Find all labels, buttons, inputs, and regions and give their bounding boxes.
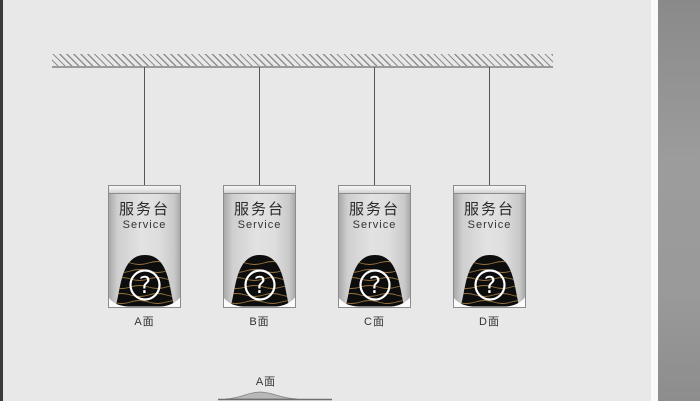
hanging-sign-c: 服务台 Service ? xyxy=(338,185,411,308)
hanging-wire xyxy=(259,67,260,185)
sign-title-cn: 服务台 xyxy=(118,201,170,218)
hanging-sign-a: 服务台 Service ? xyxy=(108,185,181,308)
sign-title-en: Service xyxy=(467,219,512,231)
question-mark-icon: ? xyxy=(138,273,150,299)
sign-panel: 服务台 Service ? xyxy=(108,193,181,308)
left-edge-bar xyxy=(0,0,3,401)
sign-bottom-curl xyxy=(454,297,525,307)
info-mound-graphic: ? xyxy=(115,255,174,307)
sign-title-cn: 服务台 xyxy=(233,201,285,218)
sign-panel: 服务台 Service ? xyxy=(223,193,296,308)
sign-bottom-curl xyxy=(224,297,295,307)
sign-title-cn: 服务台 xyxy=(463,201,515,218)
question-mark-icon: ? xyxy=(368,273,380,299)
question-mark-icon: ? xyxy=(253,273,265,299)
side-label-d: D面 xyxy=(479,316,500,328)
hanging-sign-b: 服务台 Service ? xyxy=(223,185,296,308)
sign-title-en: Service xyxy=(237,219,282,231)
ceiling-line xyxy=(52,66,553,68)
right-gray-bar xyxy=(658,0,700,401)
sign-panel: 服务台 Service ? xyxy=(453,193,526,308)
question-mark-icon: ? xyxy=(483,273,495,299)
side-label-a: A面 xyxy=(134,316,155,328)
bottom-view-profile xyxy=(218,391,332,401)
hanging-wire xyxy=(374,67,375,185)
sign-bottom-curl xyxy=(339,297,410,307)
hanging-wire xyxy=(489,67,490,185)
bottom-view-label: A面 xyxy=(255,376,277,388)
hanging-sign-d: 服务台 Service ? xyxy=(453,185,526,308)
sign-title-cn: 服务台 xyxy=(348,201,400,218)
ceiling-hatching xyxy=(52,54,553,66)
info-mound-graphic: ? xyxy=(345,255,404,307)
info-mound-graphic: ? xyxy=(460,255,519,307)
info-mound-graphic: ? xyxy=(230,255,289,307)
sign-title-en: Service xyxy=(122,219,167,231)
sign-panel: 服务台 Service ? xyxy=(338,193,411,308)
sign-bottom-curl xyxy=(109,297,180,307)
right-panel-divider xyxy=(651,0,658,401)
hanging-wire xyxy=(144,67,145,185)
side-label-c: C面 xyxy=(364,316,385,328)
side-label-b: B面 xyxy=(249,316,270,328)
sign-title-en: Service xyxy=(352,219,397,231)
